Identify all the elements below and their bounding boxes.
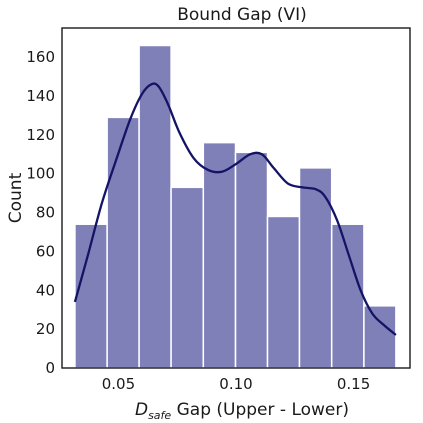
x-axis-label: Dsafe Gap (Upper - Lower) [135, 400, 349, 422]
plot-frame [61, 27, 411, 369]
histogram-bar [138, 44, 172, 369]
y-tick-label: 80 [36, 204, 55, 222]
y-tick-label: 60 [36, 242, 55, 260]
y-axis-label: Count [6, 172, 26, 223]
y-tick-label: 160 [26, 48, 55, 66]
y-tick-label: 120 [26, 126, 55, 144]
y-tick-label: 140 [26, 87, 55, 105]
histogram-bar [106, 116, 140, 369]
histogram-bar [266, 215, 301, 369]
kde-curve [73, 82, 397, 336]
y-tick-label: 0 [45, 359, 55, 377]
x-axis-label-subscript: safe [148, 409, 171, 422]
histogram-bar [74, 223, 108, 369]
y-axis-ticks: 0 20 40 60 80 100 120 140 160 [26, 48, 55, 377]
x-axis-label-symbol: D [135, 400, 148, 420]
y-tick-label: 20 [36, 320, 55, 338]
histogram-bar [234, 151, 269, 369]
x-tick-label: 0.05 [102, 375, 135, 393]
x-axis-ticks: 0.05 0.10 0.15 [102, 375, 371, 393]
histogram-bar [363, 305, 397, 369]
y-tick-label: 40 [36, 281, 55, 299]
x-tick-label: 0.10 [219, 375, 252, 393]
chart-title: Bound Gap (VI) [177, 5, 307, 25]
bars-group [74, 44, 397, 369]
y-tick-label: 100 [26, 165, 55, 183]
x-axis-label-text: Gap (Upper - Lower) [171, 400, 349, 420]
histogram-bar [298, 167, 333, 369]
x-tick-label: 0.15 [337, 375, 370, 393]
histogram-bar [202, 141, 237, 369]
histogram-bar [170, 186, 205, 369]
histogram-bar [330, 223, 365, 369]
